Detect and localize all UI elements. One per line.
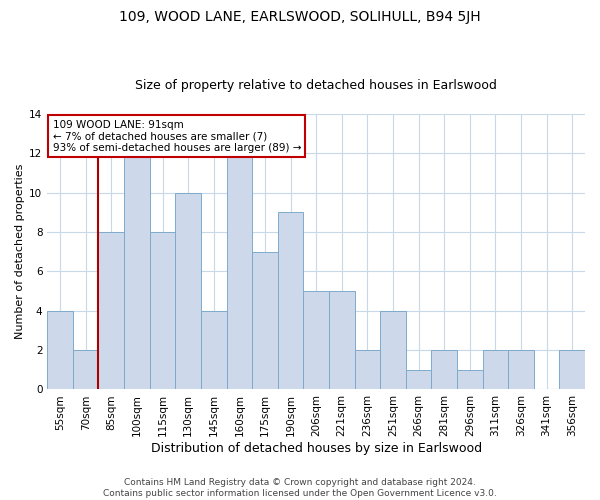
- Bar: [201, 311, 227, 390]
- Bar: [329, 291, 355, 390]
- Bar: [431, 350, 457, 390]
- Bar: [278, 212, 304, 390]
- X-axis label: Distribution of detached houses by size in Earlswood: Distribution of detached houses by size …: [151, 442, 482, 455]
- Bar: [252, 252, 278, 390]
- Title: Size of property relative to detached houses in Earlswood: Size of property relative to detached ho…: [135, 79, 497, 92]
- Bar: [380, 311, 406, 390]
- Bar: [482, 350, 508, 390]
- Bar: [98, 232, 124, 390]
- Text: 109 WOOD LANE: 91sqm
← 7% of detached houses are smaller (7)
93% of semi-detache: 109 WOOD LANE: 91sqm ← 7% of detached ho…: [53, 120, 301, 152]
- Bar: [150, 232, 175, 390]
- Bar: [457, 370, 482, 390]
- Bar: [355, 350, 380, 390]
- Bar: [559, 350, 585, 390]
- Bar: [508, 350, 534, 390]
- Y-axis label: Number of detached properties: Number of detached properties: [15, 164, 25, 340]
- Text: Contains HM Land Registry data © Crown copyright and database right 2024.
Contai: Contains HM Land Registry data © Crown c…: [103, 478, 497, 498]
- Bar: [227, 154, 252, 390]
- Bar: [304, 291, 329, 390]
- Bar: [124, 154, 150, 390]
- Bar: [175, 192, 201, 390]
- Bar: [47, 311, 73, 390]
- Text: 109, WOOD LANE, EARLSWOOD, SOLIHULL, B94 5JH: 109, WOOD LANE, EARLSWOOD, SOLIHULL, B94…: [119, 10, 481, 24]
- Bar: [73, 350, 98, 390]
- Bar: [406, 370, 431, 390]
